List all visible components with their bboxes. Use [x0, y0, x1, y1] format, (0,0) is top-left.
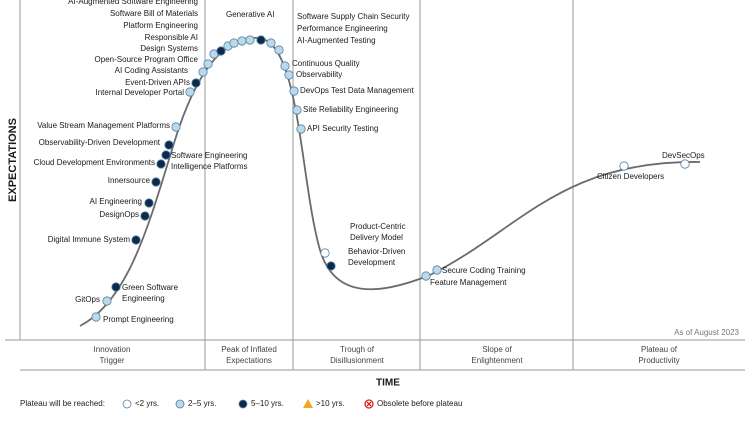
- technology-label: Development: [348, 258, 396, 267]
- technology-dot: [229, 38, 239, 48]
- technology-label: Observability-Driven Development: [39, 138, 161, 147]
- technology-label: AI-Augmented Testing: [297, 36, 376, 45]
- technology-label: GitOps: [75, 295, 100, 304]
- technology-label: Prompt Engineering: [103, 315, 174, 324]
- legend-title: Plateau will be reached:: [20, 399, 105, 408]
- technology-dot: [191, 78, 201, 88]
- technology-dot: [256, 35, 266, 45]
- technology-label: AI Engineering: [90, 197, 142, 206]
- technology-dot: [421, 271, 431, 281]
- technology-label: Continuous Quality: [292, 59, 360, 68]
- technology-label: AI Coding Assistants: [115, 66, 188, 75]
- legend-label: >10 yrs.: [316, 399, 345, 408]
- technology-label: Responsible AI: [145, 33, 198, 42]
- technology-label: Green Software: [122, 283, 179, 292]
- technology-dot: [292, 105, 302, 115]
- technology-dot: [280, 61, 290, 71]
- technology-label: Software Bill of Materials: [110, 9, 198, 18]
- phase-label: Peak of Inflated: [221, 345, 277, 354]
- legend-symbol: [366, 401, 372, 407]
- technology-dot: [102, 296, 112, 306]
- technology-label: Software Engineering: [171, 151, 248, 160]
- phase-label: Trough of: [340, 345, 375, 354]
- technology-label: Intelligence Platforms: [171, 162, 247, 171]
- technology-label: Platform Engineering: [123, 21, 198, 30]
- technology-dot: [619, 161, 629, 171]
- technology-label: Cloud Development Environments: [34, 158, 155, 167]
- technology-dot: [203, 59, 213, 69]
- technology-dot: [289, 86, 299, 96]
- technology-dot: [284, 70, 294, 80]
- phase-label: Expectations: [226, 356, 272, 365]
- technology-dot: [274, 45, 284, 55]
- technology-dot: [320, 248, 330, 258]
- technology-label: AI-Augmented Software Engineering: [68, 0, 198, 6]
- technology-label: Design Systems: [140, 44, 198, 53]
- technology-dot: [140, 211, 150, 221]
- phase-label: Productivity: [638, 356, 679, 365]
- phase-label: Plateau of: [641, 345, 678, 354]
- technology-label: Secure Coding Training: [442, 266, 526, 275]
- technology-label: DevSecOps: [662, 151, 705, 160]
- technology-label: Performance Engineering: [297, 24, 388, 33]
- technology-label: DevOps Test Data Management: [300, 86, 414, 95]
- technology-label: Behavior-Driven: [348, 247, 405, 256]
- technology-dot: [198, 67, 208, 77]
- technology-dot: [680, 159, 690, 169]
- phase-label: Innovation: [94, 345, 131, 354]
- x-axis-label: TIME: [376, 378, 400, 389]
- technology-label: Engineering: [122, 294, 165, 303]
- legend-symbol: [303, 399, 313, 408]
- technology-dot: [151, 177, 161, 187]
- technology-label: DesignOps: [99, 210, 139, 219]
- technology-label: Event-Driven APIs: [125, 78, 190, 87]
- technology-label: Delivery Model: [350, 233, 403, 242]
- technology-label: Site Reliability Engineering: [303, 105, 398, 114]
- y-axis-label: EXPECTATIONS: [7, 118, 19, 202]
- technology-label: Feature Management: [430, 278, 507, 287]
- technology-dot: [91, 312, 101, 322]
- legend-symbol: [175, 399, 185, 409]
- technology-label: Digital Immune System: [48, 235, 131, 244]
- technology-dot: [164, 140, 174, 150]
- technology-label: Citizen Developers: [597, 172, 664, 181]
- technology-dot: [216, 46, 226, 56]
- legend-label: <2 yrs.: [135, 399, 159, 408]
- technology-label: Product-Centric: [350, 222, 406, 231]
- technology-dot: [131, 235, 141, 245]
- legend-label: Obsolete before plateau: [377, 399, 462, 408]
- technology-label: Value Stream Management Platforms: [37, 121, 170, 130]
- technology-dot: [161, 150, 171, 160]
- technology-dot: [156, 159, 166, 169]
- technology-dot: [171, 122, 181, 132]
- technology-dot: [296, 124, 306, 134]
- phase-label: Enlightenment: [471, 356, 523, 365]
- technology-label: Observability: [296, 70, 342, 79]
- hype-curve: [79, 37, 701, 327]
- technology-dot: [245, 35, 255, 45]
- technology-dot: [111, 282, 121, 292]
- technology-label: Open-Source Program Office: [95, 55, 199, 64]
- technology-dot: [237, 36, 247, 46]
- technology-label: API Security Testing: [307, 124, 378, 133]
- technology-label: Generative AI: [226, 10, 274, 19]
- technology-dot: [266, 38, 276, 48]
- technology-dot: [432, 265, 442, 275]
- legend-label: 2–5 yrs.: [188, 399, 216, 408]
- as-of: As of August 2023: [674, 328, 739, 337]
- technology-dot: [144, 198, 154, 208]
- legend-symbol: [238, 399, 248, 409]
- phase-label: Trigger: [99, 356, 124, 365]
- phase-label: Slope of: [482, 345, 512, 354]
- technology-label: Internal Developer Portal: [96, 88, 185, 97]
- legend-symbol: [122, 399, 132, 409]
- technology-dot: [185, 87, 195, 97]
- phase-label: Disillusionment: [330, 356, 385, 365]
- technology-dot: [326, 261, 336, 271]
- technology-label: Innersource: [108, 176, 151, 185]
- legend-label: 5–10 yrs.: [251, 399, 284, 408]
- technology-label: Software Supply Chain Security: [297, 12, 410, 21]
